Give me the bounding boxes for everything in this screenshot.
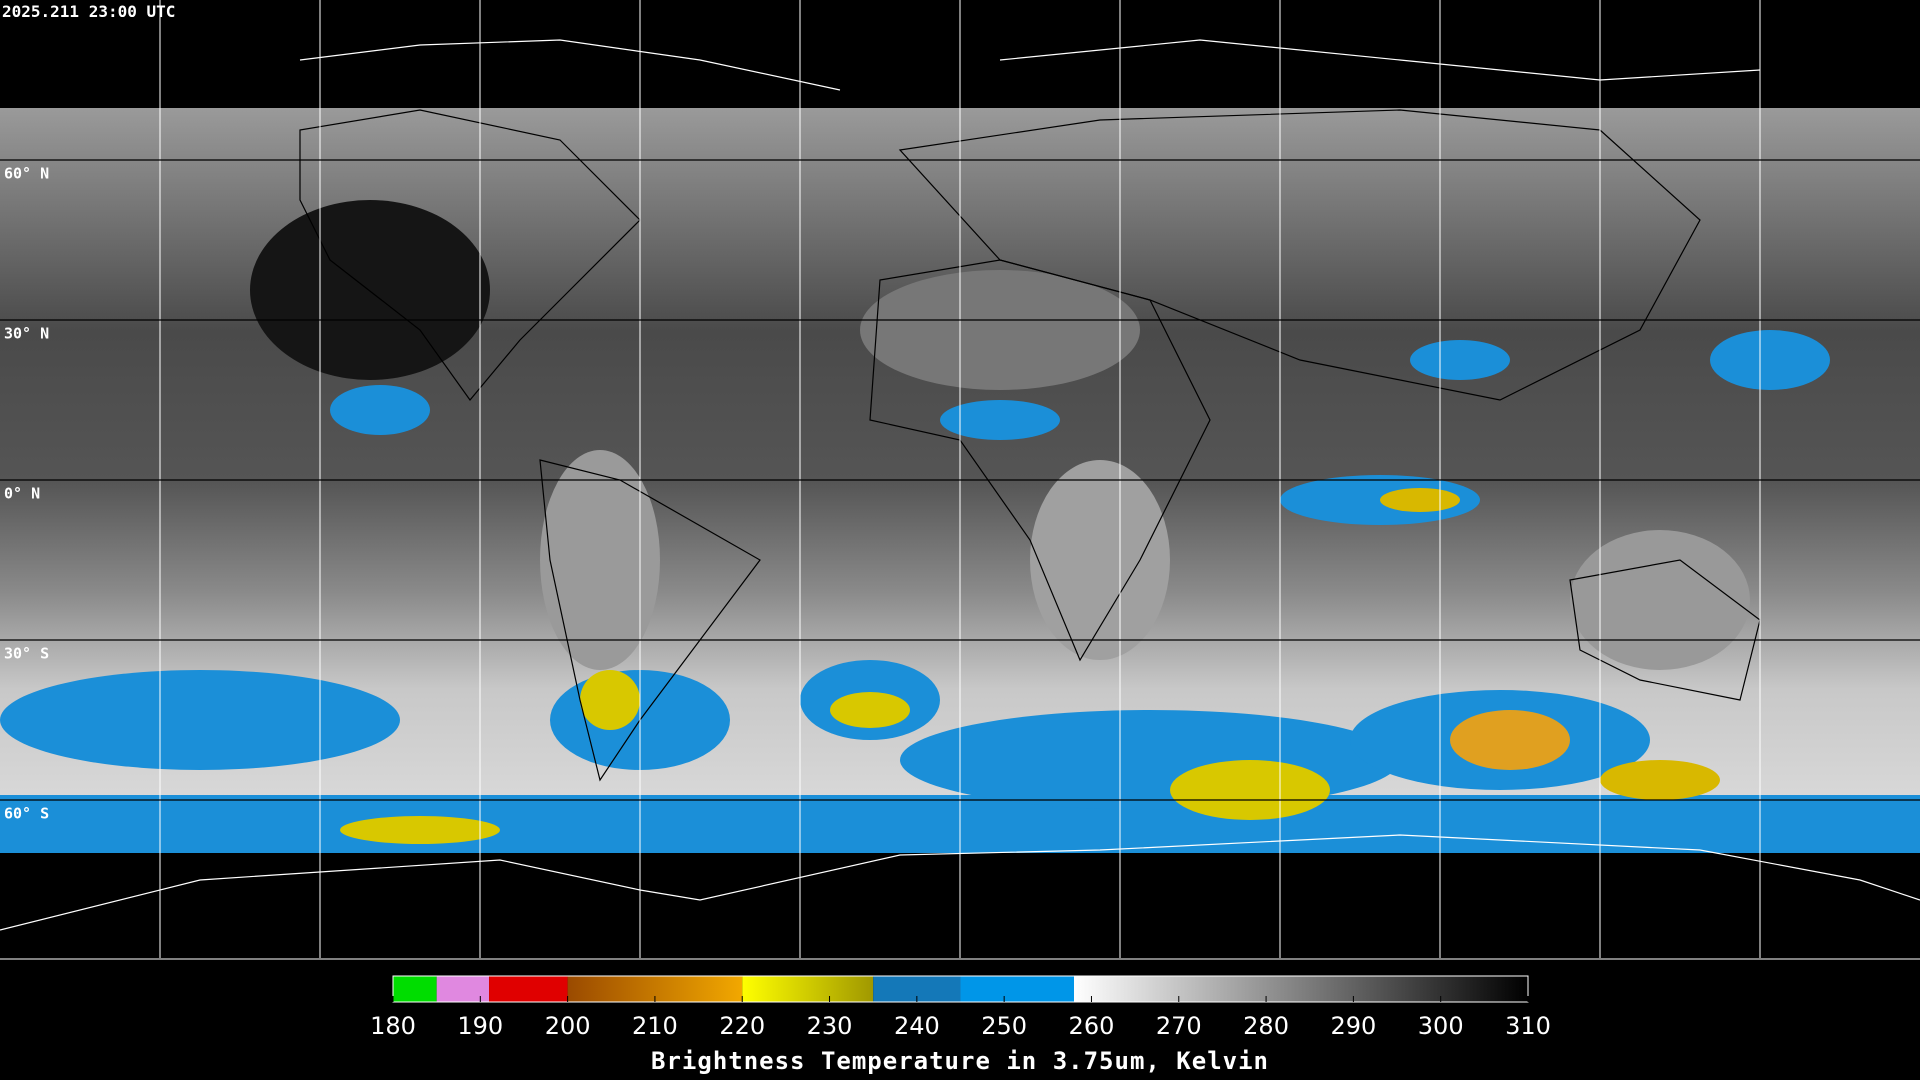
colorbar-tick-label: 260	[1069, 1012, 1115, 1040]
graticule: 60° N 30° N 0° N 30° S 60° S	[0, 0, 1920, 960]
colorbar-tick-label: 250	[981, 1012, 1027, 1040]
colorbar: 180 190 200 210 220 230 240 250 260 270 280 290 300 3…	[370, 975, 1551, 1040]
colorbar-tick-label: 180	[370, 1012, 416, 1040]
colorbar-tick-label: 310	[1505, 1012, 1551, 1040]
colorbar-segment	[742, 976, 874, 1002]
colorbar-tick-label: 240	[894, 1012, 940, 1040]
latitude-label: 30° S	[4, 645, 49, 663]
antarctica-outline	[0, 39, 1920, 931]
latitude-label: 0° N	[4, 485, 40, 503]
latitude-label: 60° N	[4, 165, 49, 183]
colorbar-segment	[436, 976, 490, 1002]
colorbar-segment	[393, 976, 437, 1002]
latitude-label: 30° N	[4, 325, 49, 343]
colorbar-frame	[392, 975, 1529, 1003]
colorbar-title: Brightness Temperature in 3.75um, Kelvin	[651, 1047, 1269, 1075]
colorbar-tick-label: 270	[1156, 1012, 1202, 1040]
colorbar-segment	[960, 976, 1074, 1002]
colorbar-tick-label: 300	[1418, 1012, 1464, 1040]
colorbar-tick-label: 210	[632, 1012, 678, 1040]
colorbar-tick-label: 230	[807, 1012, 853, 1040]
colorbar-segment	[1074, 976, 1528, 1002]
colorbar-segment	[489, 976, 568, 1002]
colorbar-tick-label: 220	[719, 1012, 765, 1040]
colorbar-tick-label: 200	[545, 1012, 591, 1040]
colorbar-tick-label: 190	[457, 1012, 503, 1040]
timestamp: 2025.211 23:00 UTC	[2, 2, 175, 21]
colorbar-tick-label: 290	[1330, 1012, 1376, 1040]
colorbar-tick-label: 280	[1243, 1012, 1289, 1040]
latitude-label: 60° S	[4, 805, 49, 823]
